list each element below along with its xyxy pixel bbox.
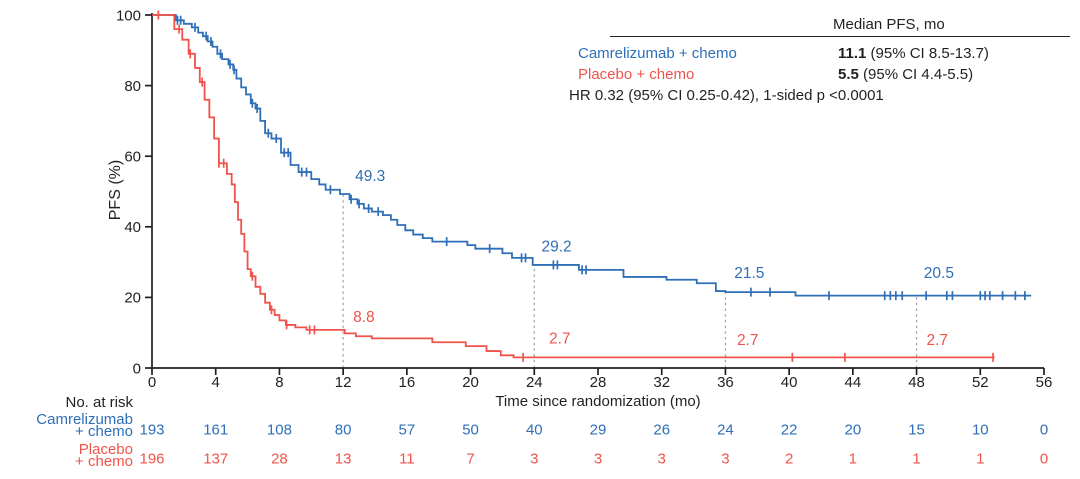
y-tick-label-60: 60 <box>124 148 141 165</box>
risk-count-camrelizumab-28mo: 29 <box>590 421 607 438</box>
x-tick-label-24: 24 <box>526 374 543 391</box>
median-pfs-header: Median PFS, mo <box>833 16 945 33</box>
risk-count-camrelizumab-44mo: 20 <box>845 421 862 438</box>
risk-label-camrelizumab-line1: Camrelizumab <box>36 411 133 428</box>
risk-count-placebo-32mo: 3 <box>658 450 666 467</box>
y-tick-label-20: 20 <box>124 290 141 307</box>
landmark-value-24mo-camrelizumab: 29.2 <box>541 239 571 256</box>
x-tick-label-28: 28 <box>590 374 607 391</box>
risk-count-placebo-8mo: 28 <box>271 450 288 467</box>
risk-row-label-placebo: Placebo + chemo <box>0 441 133 470</box>
x-axis-title: Time since randomization (mo) <box>495 393 701 410</box>
y-tick-label-0: 0 <box>133 360 141 377</box>
risk-label-placebo-line2: + chemo <box>75 452 133 470</box>
x-tick-label-8: 8 <box>275 374 283 391</box>
risk-label-placebo-line1: Placebo <box>78 441 133 458</box>
legend-label-placebo: Placebo + chemo <box>578 66 695 83</box>
censor-marks-camrelizumab <box>176 15 1026 301</box>
y-axis-title: PFS (%) <box>107 159 124 221</box>
landmark-value-36mo-camrelizumab: 21.5 <box>734 265 764 282</box>
x-tick-label-12: 12 <box>335 374 352 391</box>
landmark-value-36mo-placebo: 2.7 <box>737 332 759 349</box>
censor-marks-placebo <box>157 10 994 362</box>
risk-table-title: No. at risk <box>65 394 133 411</box>
landmark-value-48mo-placebo: 2.7 <box>926 332 948 349</box>
hazard-ratio-text: HR 0.32 (95% CI 0.25-0.42), 1-sided p <0… <box>569 87 884 104</box>
median-number-placebo: 5.5 <box>838 66 859 83</box>
risk-count-camrelizumab-12mo: 80 <box>335 421 352 438</box>
risk-count-camrelizumab-36mo: 24 <box>717 421 734 438</box>
risk-count-placebo-4mo: 137 <box>203 450 228 467</box>
x-tick-label-32: 32 <box>653 374 670 391</box>
legend-label-camrelizumab: Camrelizumab + chemo <box>578 45 737 62</box>
y-tick-label-100: 100 <box>116 7 141 24</box>
risk-count-placebo-36mo: 3 <box>721 450 729 467</box>
x-tick-label-52: 52 <box>972 374 989 391</box>
landmark-value-12mo-placebo: 8.8 <box>353 309 375 326</box>
x-tick-label-0: 0 <box>148 374 156 391</box>
landmark-value-24mo-placebo: 2.7 <box>549 330 571 347</box>
ci-camrelizumab: (95% CI 8.5-13.7) <box>866 45 989 62</box>
risk-count-placebo-28mo: 3 <box>594 450 602 467</box>
risk-count-camrelizumab-56mo: 0 <box>1040 421 1048 438</box>
risk-row-label-camrelizumab: Camrelizumab + chemo <box>0 411 133 440</box>
y-tick-label-40: 40 <box>124 219 141 236</box>
median-number-camrelizumab: 11.1 <box>838 45 867 62</box>
risk-count-placebo-40mo: 2 <box>785 450 793 467</box>
risk-count-camrelizumab-16mo: 57 <box>399 421 416 438</box>
risk-count-placebo-16mo: 11 <box>399 450 415 467</box>
risk-count-camrelizumab-4mo: 161 <box>203 421 228 438</box>
risk-count-placebo-44mo: 1 <box>849 450 857 467</box>
legend-divider <box>610 36 1070 37</box>
median-value-placebo: 5.5 (95% CI 4.4-5.5) <box>838 66 973 83</box>
km-curve-camrelizumab <box>152 14 1032 297</box>
risk-count-camrelizumab-52mo: 10 <box>972 421 989 438</box>
risk-count-camrelizumab-24mo: 40 <box>526 421 543 438</box>
legend-row-camrelizumab: Camrelizumab + chemo 11.1 (95% CI 8.5-13… <box>578 45 1072 62</box>
risk-count-placebo-12mo: 13 <box>335 450 352 467</box>
landmark-value-12mo-camrelizumab: 49.3 <box>355 168 385 185</box>
x-tick-label-48: 48 <box>908 374 925 391</box>
risk-count-placebo-56mo: 0 <box>1040 450 1048 467</box>
risk-count-camrelizumab-8mo: 108 <box>267 421 292 438</box>
risk-count-camrelizumab-20mo: 50 <box>462 421 479 438</box>
risk-count-placebo-24mo: 3 <box>530 450 538 467</box>
risk-count-placebo-20mo: 7 <box>466 450 474 467</box>
x-tick-label-40: 40 <box>781 374 798 391</box>
landmark-value-48mo-camrelizumab: 20.5 <box>924 265 954 282</box>
x-tick-label-20: 20 <box>462 374 479 391</box>
x-tick-label-44: 44 <box>845 374 862 391</box>
x-tick-label-16: 16 <box>399 374 416 391</box>
y-tick-label-80: 80 <box>124 78 141 95</box>
risk-count-placebo-52mo: 1 <box>976 450 984 467</box>
x-tick-label-4: 4 <box>212 374 220 391</box>
risk-count-placebo-48mo: 1 <box>912 450 920 467</box>
risk-count-camrelizumab-48mo: 15 <box>908 421 925 438</box>
median-value-camrelizumab: 11.1 (95% CI 8.5-13.7) <box>838 45 989 62</box>
x-tick-label-56: 56 <box>1036 374 1053 391</box>
risk-label-camrelizumab-line2: + chemo <box>75 422 133 440</box>
ci-placebo: (95% CI 4.4-5.5) <box>858 66 974 83</box>
risk-count-camrelizumab-40mo: 22 <box>781 421 798 438</box>
risk-count-camrelizumab-0mo: 193 <box>139 421 164 438</box>
risk-count-camrelizumab-32mo: 26 <box>653 421 670 438</box>
legend-row-placebo: Placebo + chemo 5.5 (95% CI 4.4-5.5) <box>578 66 1072 83</box>
x-tick-label-36: 36 <box>717 374 734 391</box>
risk-count-placebo-0mo: 196 <box>139 450 164 467</box>
